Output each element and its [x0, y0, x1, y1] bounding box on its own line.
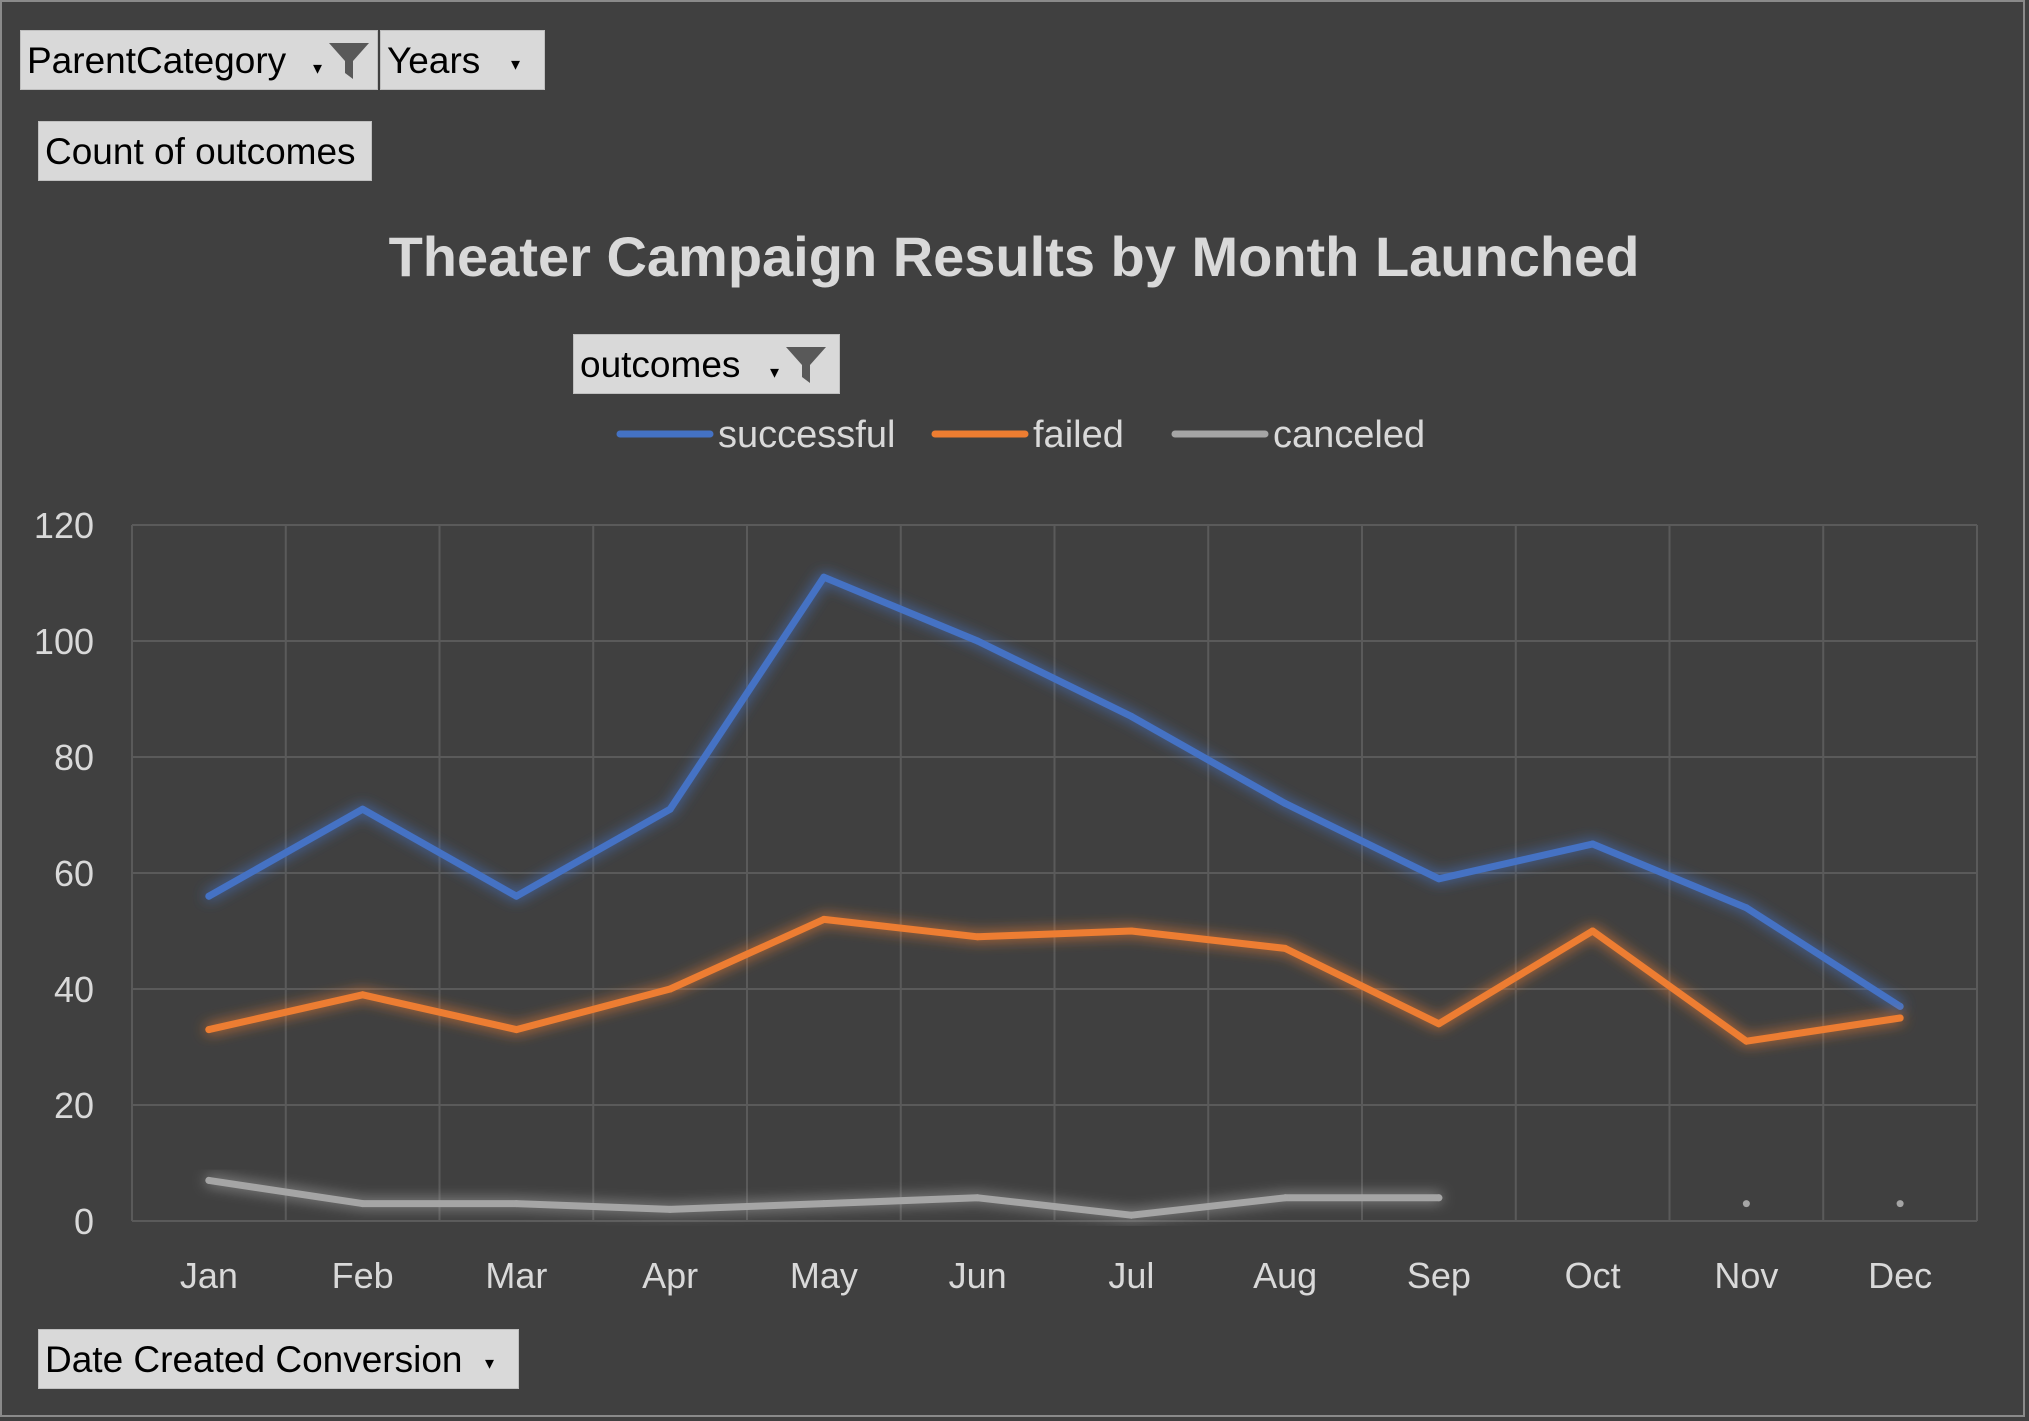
data-point-canceled — [1742, 1200, 1750, 1208]
x-tick-label: Mar — [485, 1255, 547, 1296]
data-point-successful — [1742, 904, 1750, 912]
data-point-successful — [974, 637, 982, 645]
x-tick-label: May — [790, 1255, 858, 1296]
data-point-canceled — [1435, 1194, 1443, 1202]
years-filter-button[interactable]: Years ▾ — [380, 30, 545, 90]
x-tick-label: Jun — [949, 1255, 1007, 1296]
x-tick-label: Oct — [1565, 1255, 1621, 1296]
legend-field-label: outcomes — [580, 344, 741, 385]
data-point-failed — [666, 985, 674, 993]
data-point-successful — [1896, 1002, 1904, 1010]
values-field-label: Count of outcomes — [45, 131, 356, 172]
data-point-failed — [820, 915, 828, 923]
data-point-canceled — [359, 1200, 367, 1208]
data-point-successful — [1435, 875, 1443, 883]
data-point-failed — [205, 1026, 213, 1034]
legend-label-canceled: canceled — [1273, 414, 1425, 456]
data-point-canceled — [512, 1200, 520, 1208]
data-point-successful — [359, 805, 367, 813]
data-point-successful — [1281, 799, 1289, 807]
y-tick-label: 60 — [54, 853, 94, 894]
data-point-successful — [1589, 840, 1597, 848]
data-point-failed — [1896, 1014, 1904, 1022]
y-tick-label: 120 — [34, 505, 94, 546]
data-point-canceled — [1896, 1200, 1904, 1208]
legend-field-button[interactable]: outcomes ▾ — [573, 334, 840, 394]
data-point-canceled — [1127, 1211, 1135, 1219]
chart-legend: successful failed canceled — [616, 414, 1425, 456]
data-point-failed — [1742, 1037, 1750, 1045]
years-label: Years — [387, 40, 481, 81]
filter-funnel-icon — [786, 347, 826, 383]
data-point-canceled — [1281, 1194, 1289, 1202]
data-point-failed — [1127, 927, 1135, 935]
data-point-successful — [666, 805, 674, 813]
x-tick-label: Nov — [1714, 1255, 1778, 1296]
data-point-failed — [1281, 944, 1289, 952]
data-point-canceled — [820, 1200, 828, 1208]
data-point-canceled — [205, 1176, 213, 1184]
legend-label-successful: successful — [718, 414, 895, 456]
axis-field-label: Date Created Conversion — [45, 1339, 463, 1380]
x-tick-label: Feb — [332, 1255, 394, 1296]
y-axis-ticks: 0 20 40 60 80 100 120 — [34, 505, 94, 1242]
x-tick-label: Dec — [1868, 1255, 1932, 1296]
data-point-successful — [1127, 712, 1135, 720]
y-tick-label: 40 — [54, 969, 94, 1010]
parent-category-label: ParentCategory — [27, 40, 287, 81]
data-point-canceled — [666, 1205, 674, 1213]
plot-grid — [131, 524, 1978, 1222]
data-point-failed — [512, 1026, 520, 1034]
series-line-successful — [205, 573, 1904, 1010]
axis-field-button[interactable]: Date Created Conversion ▾ — [38, 1329, 519, 1389]
dropdown-arrow-icon: ▾ — [511, 54, 521, 74]
x-tick-label: Jul — [1108, 1255, 1154, 1296]
x-tick-label: Jan — [180, 1255, 238, 1296]
x-tick-label: Aug — [1253, 1255, 1317, 1296]
y-tick-label: 80 — [54, 737, 94, 778]
filter-funnel-icon — [329, 43, 369, 79]
data-point-failed — [1589, 927, 1597, 935]
parent-category-filter-button[interactable]: ParentCategory ▾ — [20, 30, 378, 90]
series-line-canceled — [205, 1176, 1443, 1219]
series-line-failed — [205, 915, 1904, 1045]
x-axis-ticks: Jan Feb Mar Apr May Jun Jul Aug Sep Oct Nov Dec — [180, 1255, 1932, 1296]
y-tick-label: 100 — [34, 621, 94, 662]
dropdown-arrow-icon: ▾ — [770, 362, 780, 382]
dropdown-arrow-icon: ▾ — [485, 1353, 495, 1373]
x-tick-label: Apr — [642, 1255, 698, 1296]
chart-title: Theater Campaign Results by Month Launch… — [389, 225, 1640, 288]
data-point-successful — [820, 573, 828, 581]
data-point-failed — [974, 933, 982, 941]
data-point-successful — [512, 892, 520, 900]
x-tick-label: Sep — [1407, 1255, 1471, 1296]
data-point-failed — [1435, 1020, 1443, 1028]
y-tick-label: 0 — [74, 1201, 94, 1242]
series-lines — [205, 573, 1904, 1219]
dropdown-arrow-icon: ▾ — [313, 58, 323, 78]
y-tick-label: 20 — [54, 1085, 94, 1126]
data-point-failed — [359, 991, 367, 999]
data-point-successful — [205, 892, 213, 900]
legend-label-failed: failed — [1033, 414, 1124, 456]
values-field-button[interactable]: Count of outcomes — [38, 121, 372, 181]
data-point-canceled — [974, 1194, 982, 1202]
